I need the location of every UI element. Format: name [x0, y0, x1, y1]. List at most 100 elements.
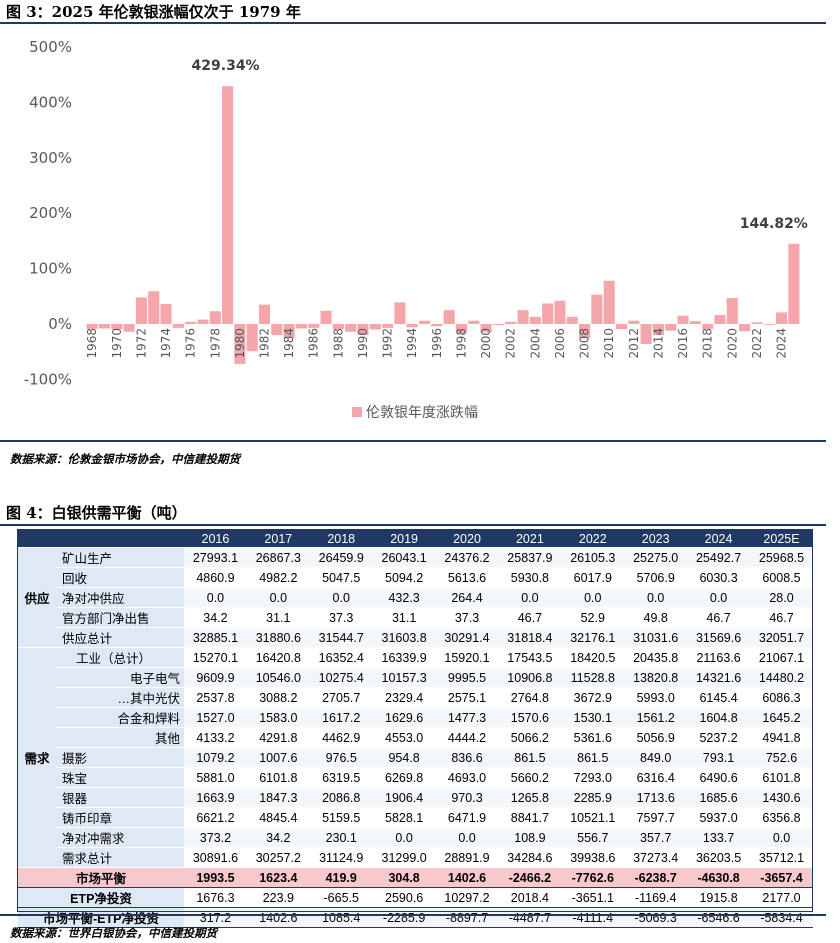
bar-2022 — [751, 322, 763, 324]
table-cell: 30291.4 — [435, 627, 499, 648]
table-cell: 0.0 — [750, 827, 813, 848]
bar-1992 — [382, 324, 394, 328]
table-cell: 5660.2 — [498, 767, 562, 788]
y-tick-label: 100% — [29, 260, 72, 278]
table-cell: 1915.8 — [687, 887, 751, 908]
table-cell: 793.1 — [687, 747, 751, 768]
table-cell: 6621.2 — [184, 807, 247, 828]
table-cell: 5066.2 — [498, 727, 562, 748]
bar-1975 — [172, 324, 184, 328]
table-cell: 36203.5 — [687, 847, 751, 868]
y-tick-label: 400% — [29, 93, 72, 111]
table-cell: 52.9 — [561, 607, 625, 628]
bar-2011 — [615, 324, 628, 329]
table-cell: 223.9 — [246, 887, 310, 908]
table-row: 需求 工业（总计） 15270.1 16420.8 16352.4 16339.9 1592… — [18, 647, 813, 868]
table-cell: 5094.2 — [372, 567, 436, 588]
y-tick-label: 200% — [29, 204, 72, 222]
table-cell: 28891.9 — [435, 847, 499, 868]
table-cell: 10906.8 — [498, 667, 562, 688]
table-cell: 25837.9 — [498, 547, 562, 568]
table-cell: 46.7 — [498, 607, 562, 628]
table-cell: 13820.8 — [624, 667, 688, 688]
table-row: 需求总计 30891.6 30257.2 31124.9 31299.0 28891.9 3… — [18, 847, 813, 868]
table-cell: 1617.2 — [309, 707, 373, 728]
table-cell: 26105.3 — [561, 547, 625, 568]
table-row: 供应 矿山生产 27993.1 26867.3 26459.9 26043.1 24376.… — [18, 547, 813, 648]
bar-1979 — [222, 86, 234, 325]
x-tick-label: 2014 — [651, 328, 665, 359]
bar-1991 — [369, 324, 381, 330]
table-cell: 5828.1 — [372, 807, 436, 828]
table-cell: 21067.1 — [750, 647, 813, 668]
x-tick-label: 1972 — [134, 328, 148, 359]
table-cell: -7762.6 — [561, 867, 625, 888]
bar-2020 — [726, 297, 738, 324]
x-tick-label: 1986 — [307, 328, 321, 359]
table-cell: 1663.9 — [184, 787, 247, 808]
table-cell: -8897.7 — [435, 907, 499, 928]
table-cell: 4133.2 — [184, 727, 247, 748]
bar-2007 — [566, 316, 578, 324]
table-cell: 37273.4 — [624, 847, 688, 868]
silver-annual-change-chart: -100% 0% 100% 200% 300% 400% 500% 1968 1970 1972 1… — [24, 38, 808, 421]
table-cell: -3651.1 — [561, 887, 625, 908]
header-year: 2023 — [624, 530, 688, 548]
table-cell: 357.7 — [624, 827, 688, 848]
bar-1969 — [98, 324, 111, 329]
table-cell: 46.7 — [750, 607, 813, 628]
row-label: 市场平衡 — [18, 867, 184, 888]
table-cell: 4291.8 — [246, 727, 310, 748]
table-cell: 18420.5 — [561, 647, 625, 668]
table-cell: 5881.0 — [184, 767, 247, 788]
table-cell: 419.9 — [309, 867, 373, 888]
table-cell: 1583.0 — [246, 707, 310, 728]
table-cell: 4860.9 — [184, 567, 247, 588]
table-cell: 28.0 — [750, 587, 813, 608]
legend-label: 伦敦银年度涨跌幅 — [366, 405, 478, 421]
bar-1993 — [394, 302, 406, 324]
table-cell: 1079.2 — [184, 747, 247, 768]
table-cell: 2177.0 — [750, 887, 813, 908]
table-cell: 39938.6 — [561, 847, 625, 868]
table-cell: 4845.4 — [246, 807, 310, 828]
x-tick-label: 1996 — [430, 328, 444, 359]
y-tick-label: 500% — [29, 38, 72, 56]
table-cell: 31031.6 — [624, 627, 688, 648]
x-tick-label: 1970 — [110, 328, 124, 359]
table-cell: 2575.1 — [435, 687, 499, 708]
table-cell: 31124.9 — [309, 847, 373, 868]
row-label: 摄影 — [56, 747, 184, 768]
header-year: 2017 — [246, 530, 310, 548]
table-cell: 4462.9 — [309, 727, 373, 748]
table-cell: 4444.2 — [435, 727, 499, 748]
table-cell: 6086.3 — [750, 687, 813, 708]
table-cell: 10275.4 — [309, 667, 373, 688]
table-cell: -1169.4 — [624, 887, 688, 908]
table-cell: 2705.7 — [309, 687, 373, 708]
y-tick-label: 0% — [48, 315, 72, 333]
bar-1985 — [295, 324, 307, 329]
table-cell: -6238.7 — [624, 867, 688, 888]
table-cell: 752.6 — [750, 747, 813, 768]
table-row: 铸币印章 6621.2 4845.4 5159.5 5828.1 6471.9 8841.7… — [18, 807, 813, 828]
table-cell: 1527.0 — [184, 707, 247, 728]
row-label: 铸币印章 — [56, 807, 184, 828]
x-tick-label: 1974 — [159, 328, 173, 359]
x-tick-label: 1984 — [282, 328, 296, 359]
table-cell: 6101.8 — [246, 767, 310, 788]
row-label: 合金和焊料 — [56, 707, 184, 728]
bar-1997 — [443, 310, 455, 324]
table-cell: 0.0 — [372, 827, 436, 848]
x-tick-label: 1994 — [405, 328, 419, 359]
header-year: 2022 — [561, 530, 625, 548]
bar-2010 — [603, 280, 615, 324]
header-year: 2025E — [750, 530, 813, 548]
row-label: 净对冲需求 — [56, 827, 184, 848]
x-tick-label: 2000 — [479, 328, 493, 359]
table-cell: 133.7 — [687, 827, 751, 848]
table-cell: 2590.6 — [372, 887, 436, 908]
table-cell: 0.0 — [184, 587, 247, 608]
table-row: 其他 4133.2 4291.8 4462.9 4553.0 4444.2 5066.2 53… — [18, 727, 813, 748]
x-tick-label: 1978 — [208, 328, 222, 359]
